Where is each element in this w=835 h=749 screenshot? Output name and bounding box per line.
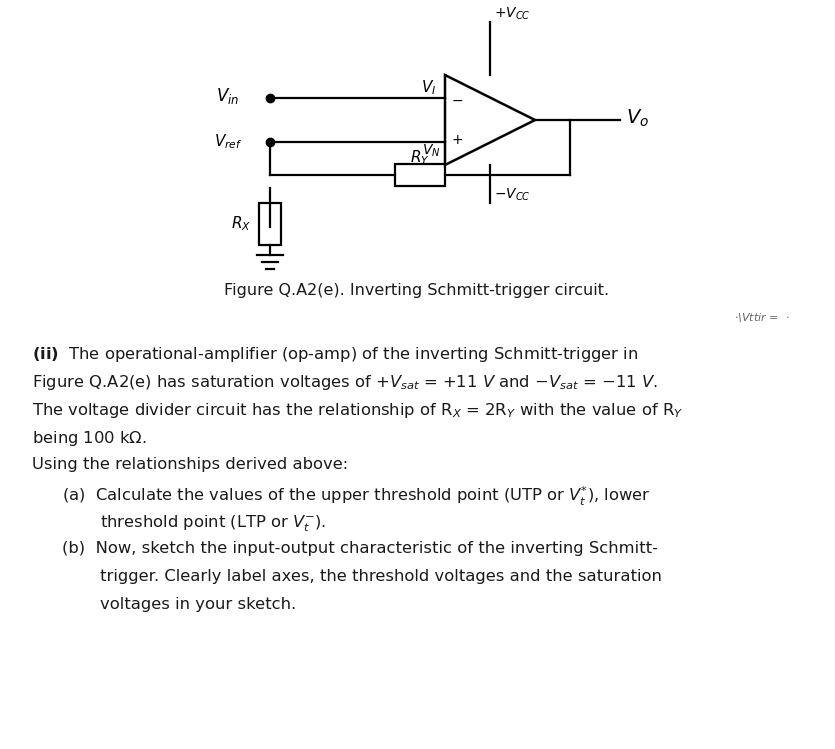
Text: $-V_{CC}$: $-V_{CC}$ — [494, 187, 531, 203]
Text: Using the relationships derived above:: Using the relationships derived above: — [32, 457, 348, 472]
Text: The voltage divider circuit has the relationship of R$_X$ = 2R$_Y$ with the valu: The voltage divider circuit has the rela… — [32, 401, 683, 420]
Text: (a)  Calculate the values of the upper threshold point (UTP or $V_t^{*}$), lower: (a) Calculate the values of the upper th… — [62, 485, 650, 509]
Text: voltages in your sketch.: voltages in your sketch. — [100, 597, 296, 612]
Text: $\mathbf{(ii)}$  The operational-amplifier (op-amp) of the inverting Schmitt-tri: $\mathbf{(ii)}$ The operational-amplifie… — [32, 345, 639, 364]
Text: trigger. Clearly label axes, the threshold voltages and the saturation: trigger. Clearly label axes, the thresho… — [100, 569, 662, 584]
Text: $+V_{CC}$: $+V_{CC}$ — [494, 6, 531, 22]
Text: $\cdot$\Vttir =  $\cdot$: $\cdot$\Vttir = $\cdot$ — [735, 312, 790, 324]
Text: $V_N$: $V_N$ — [422, 143, 440, 160]
Text: $V_{ref}$: $V_{ref}$ — [214, 133, 242, 151]
Text: $V_I$: $V_I$ — [422, 79, 437, 97]
Text: $R_X$: $R_X$ — [231, 215, 251, 234]
Text: Figure Q.A2(e). Inverting Schmitt-trigger circuit.: Figure Q.A2(e). Inverting Schmitt-trigge… — [225, 282, 610, 297]
Text: threshold point (LTP or $V_t^{-}$).: threshold point (LTP or $V_t^{-}$). — [100, 513, 326, 533]
Text: $-$: $-$ — [451, 93, 463, 107]
Text: being 100 k$\Omega$.: being 100 k$\Omega$. — [32, 429, 147, 448]
Bar — [259, 203, 281, 245]
Text: $V_{in}$: $V_{in}$ — [216, 86, 240, 106]
Text: $+$: $+$ — [451, 133, 463, 147]
Bar — [395, 164, 445, 186]
Text: (b)  Now, sketch the input-output characteristic of the inverting Schmitt-: (b) Now, sketch the input-output charact… — [62, 541, 658, 556]
Text: $R_Y$: $R_Y$ — [410, 148, 430, 167]
Text: $V_o$: $V_o$ — [626, 107, 649, 129]
Text: Figure Q.A2(e) has saturation voltages of $+V_{sat}$ = +11 $V$ and $-V_{sat}$ = : Figure Q.A2(e) has saturation voltages o… — [32, 373, 658, 392]
